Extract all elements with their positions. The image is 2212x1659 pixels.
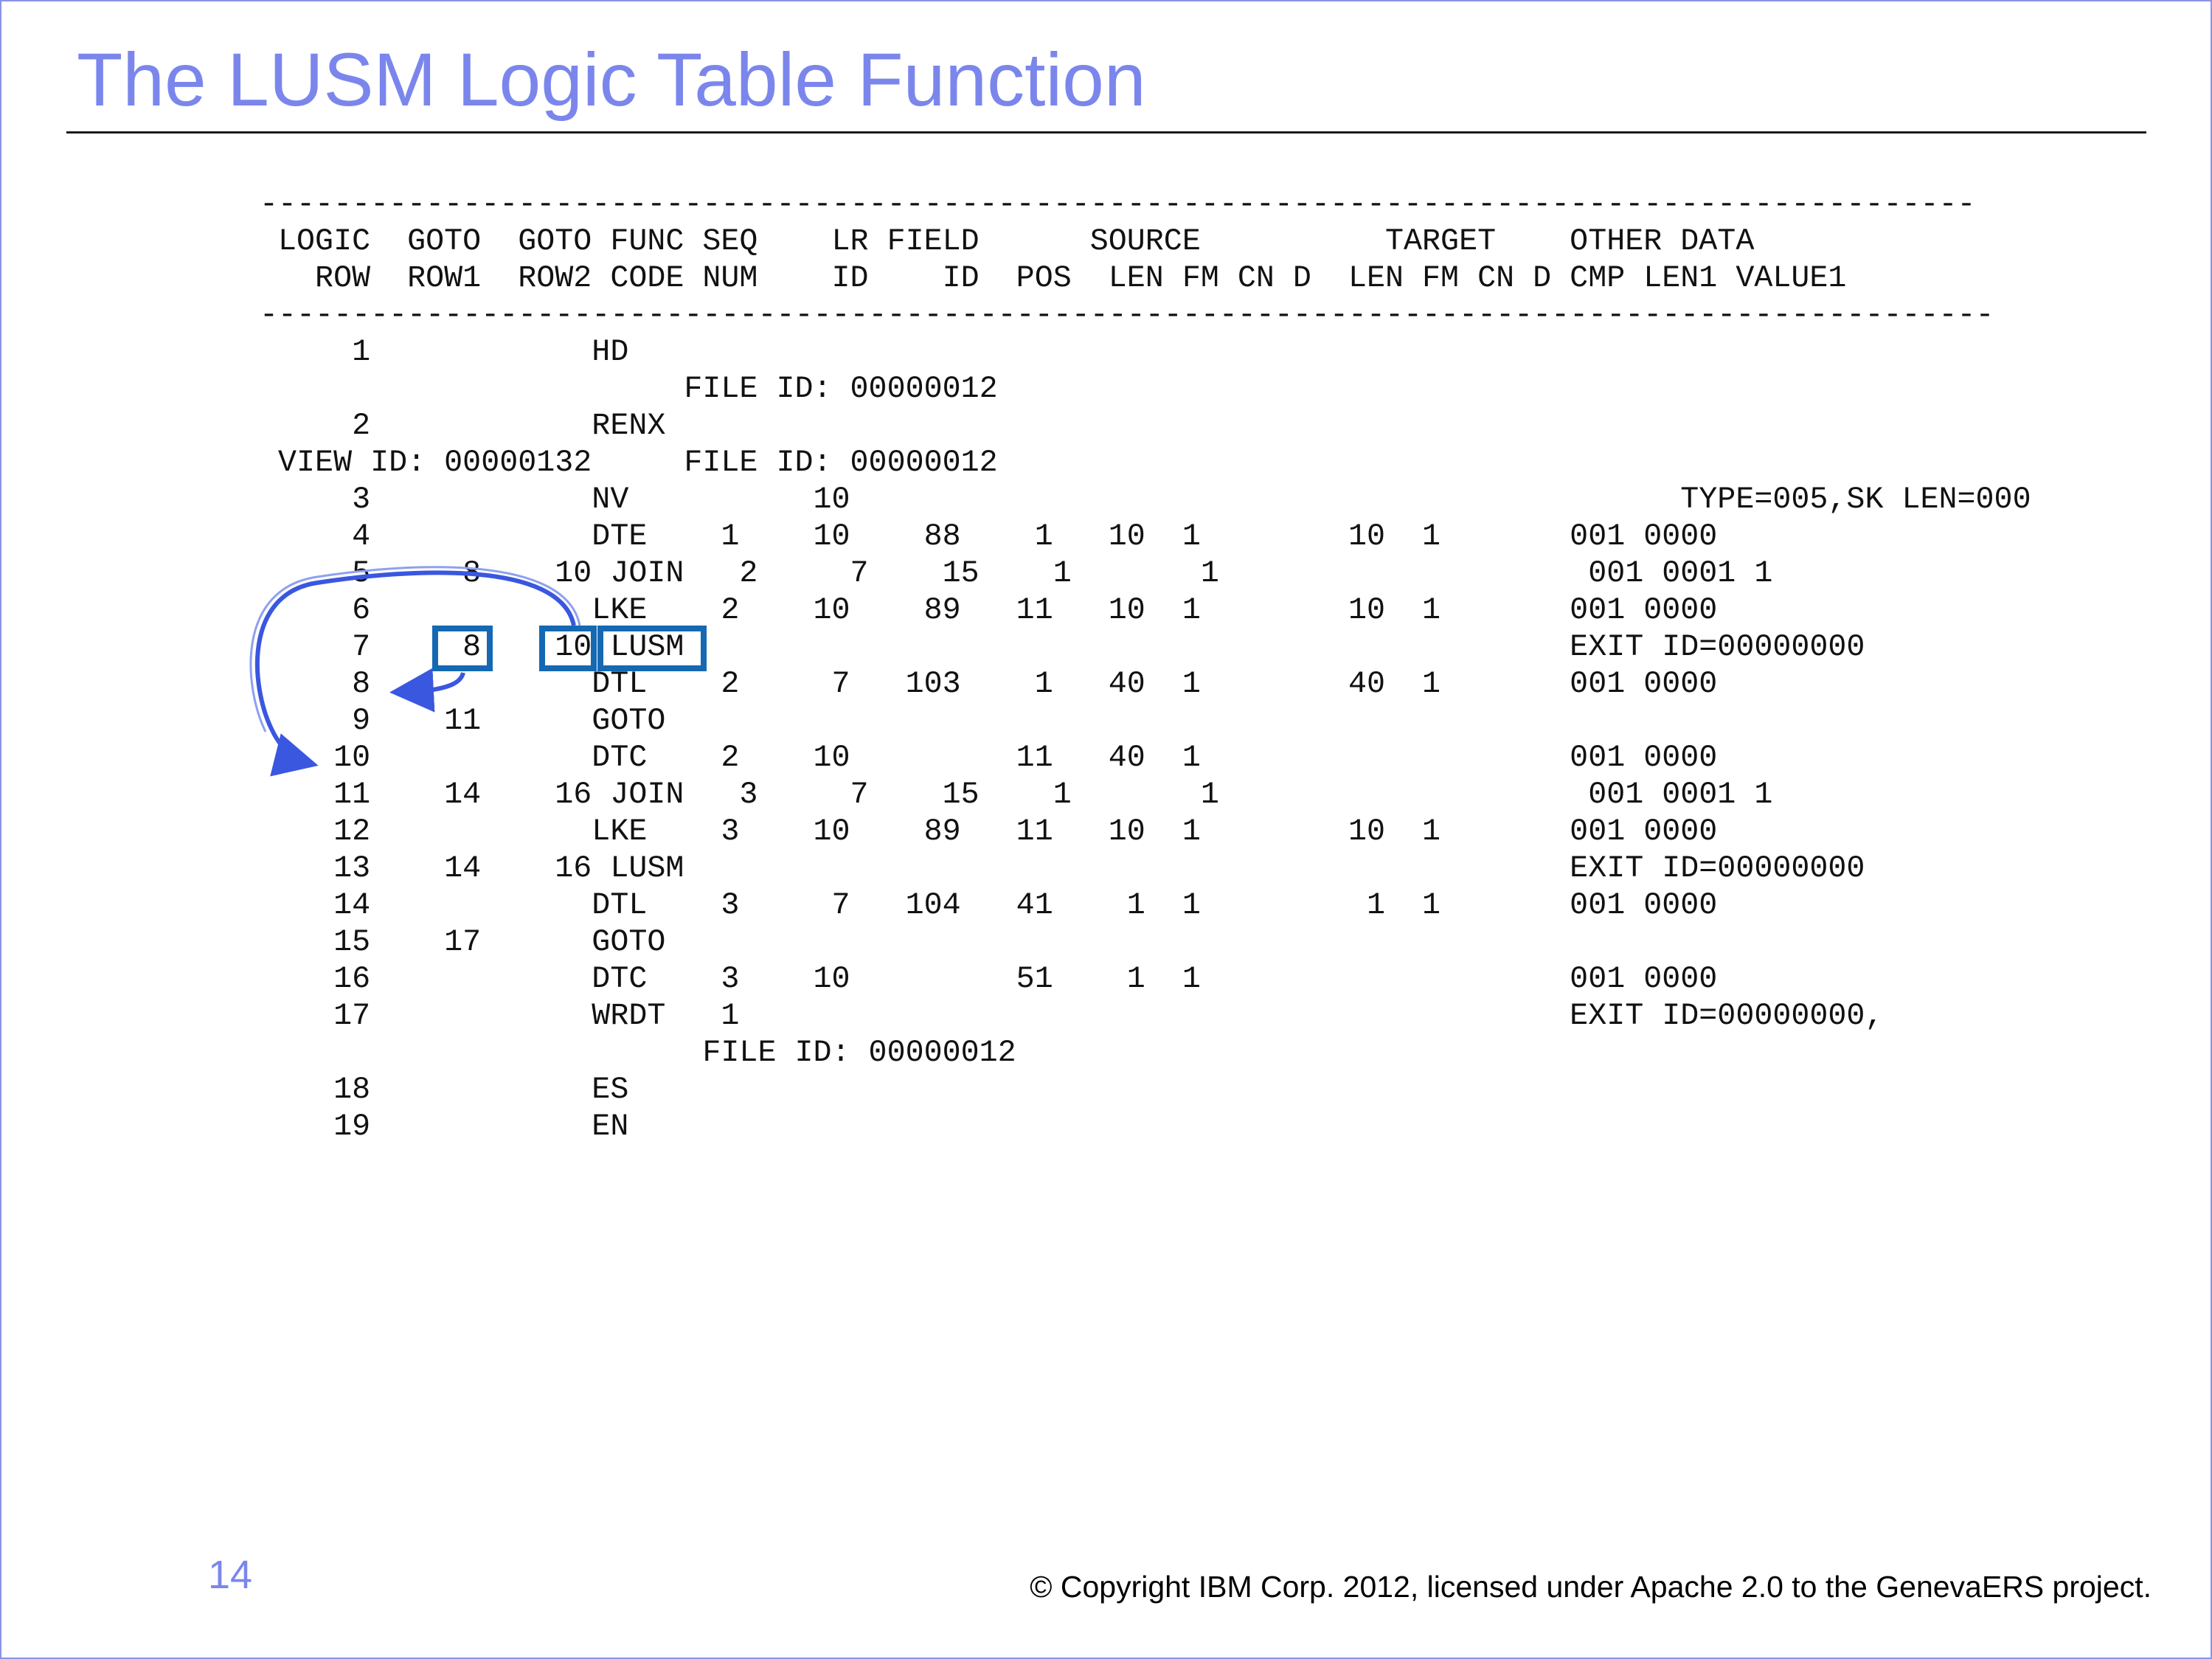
table-row-lusm-highlighted: 7 8 10 LUSM EXIT ID=00000000: [260, 629, 1865, 665]
logic-table-listing: ----------------------------------------…: [260, 186, 2031, 1145]
highlight-box-goto-row1: [432, 626, 493, 671]
highlight-box-func-code: [597, 626, 707, 671]
column-header-line-2: ROW ROW1 ROW2 CODE NUM ID ID POS LEN FM …: [260, 260, 1847, 296]
table-row: 15 17 GOTO: [260, 924, 666, 960]
table-row: 10 DTC 2 10 11 40 1 001 0000: [260, 740, 1718, 775]
table-row: 16 DTC 3 10 51 1 1 001 0000: [260, 961, 1718, 997]
page-number: 14: [208, 1553, 253, 1597]
slide-title: The LUSM Logic Table Function: [77, 38, 1146, 122]
table-row: FILE ID: 00000012: [260, 1035, 1016, 1070]
title-divider: [66, 131, 2146, 134]
table-row: 2 RENX: [260, 408, 666, 443]
separator-bottom: ----------------------------------------…: [260, 297, 1994, 333]
table-row: 13 14 16 LUSM EXIT ID=00000000: [260, 851, 1865, 886]
table-row: FILE ID: 00000012: [260, 371, 998, 406]
table-row: 18 ES: [260, 1072, 629, 1107]
table-row: VIEW ID: 00000132 FILE ID: 00000012: [260, 445, 998, 480]
table-row: 6 LKE 2 10 89 11 10 1 10 1 001 0000: [260, 592, 1718, 628]
table-row: 17 WRDT 1 EXIT ID=00000000,: [260, 998, 1884, 1033]
copyright-notice: © Copyright IBM Corp. 2012, licensed und…: [1030, 1570, 2152, 1604]
table-row: 12 LKE 3 10 89 11 10 1 10 1 001 0000: [260, 814, 1718, 849]
table-row: 1 HD: [260, 334, 629, 370]
separator-top: ----------------------------------------…: [260, 187, 1976, 222]
table-row: 3 NV 10 TYPE=005,SK LEN=000: [260, 482, 2031, 517]
highlight-box-goto-row2: [539, 626, 597, 671]
table-row: 8 DTL 2 7 103 1 40 1 40 1 001 0000: [260, 666, 1718, 702]
table-row: 9 11 GOTO: [260, 703, 666, 738]
column-header-line-1: LOGIC GOTO GOTO FUNC SEQ LR FIELD SOURCE…: [260, 224, 1755, 259]
table-row: 4 DTE 1 10 88 1 10 1 10 1 001 0000: [260, 519, 1718, 554]
table-row: 19 EN: [260, 1109, 629, 1144]
table-row: 5 8 10 JOIN 2 7 15 1 1 001 0001 1: [260, 555, 1773, 591]
table-row: 11 14 16 JOIN 3 7 15 1 1 001 0001 1: [260, 777, 1773, 812]
table-row: 14 DTL 3 7 104 41 1 1 1 1 001 0000: [260, 887, 1718, 923]
